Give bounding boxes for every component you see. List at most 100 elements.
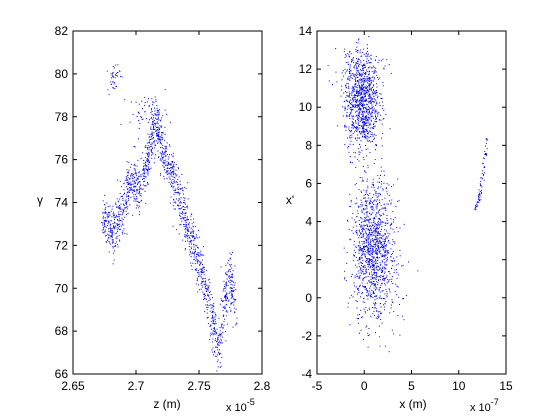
right-scatter-point: [378, 223, 379, 225]
left-scatter-point: [142, 178, 144, 179]
right-scatter-point: [370, 206, 372, 208]
right-scatter-point: [375, 237, 377, 239]
left-scatter-point: [109, 205, 111, 207]
left-scatter-point: [151, 138, 153, 140]
left-scatter-point: [219, 354, 220, 355]
right-scatter-point: [363, 213, 365, 215]
left-scatter-point: [176, 174, 178, 176]
left-scatter-point: [116, 223, 118, 224]
left-scatter-point: [168, 176, 170, 178]
right-scatter-point: [370, 233, 372, 235]
left-scatter-point: [231, 273, 233, 275]
left-scatter-point: [225, 273, 227, 275]
right-scatter-point: [379, 267, 381, 269]
left-scatter-point: [232, 291, 234, 292]
right-scatter-point: [361, 126, 363, 127]
right-scatter-point: [361, 316, 363, 318]
left-scatter-point: [104, 194, 106, 196]
right-scatter-point: [366, 241, 368, 243]
left-scatter-point: [104, 212, 106, 214]
right-scatter-point: [381, 260, 383, 262]
left-scatter-point: [207, 304, 209, 306]
left-scatter-point: [235, 308, 237, 310]
left-scatter-point: [183, 223, 185, 225]
right-scatter-point: [358, 91, 359, 93]
left-scatter-point: [145, 202, 147, 204]
right-scatter-point: [393, 257, 395, 259]
right-scatter-point: [360, 226, 362, 228]
left-scatter-point: [172, 179, 174, 180]
left-scatter-point: [147, 160, 149, 161]
left-scatter-point: [115, 86, 117, 87]
right-scatter-point: [365, 109, 367, 111]
right-scatter-point: [370, 84, 372, 86]
right-scatter-point: [387, 203, 389, 205]
left-scatter-point: [114, 82, 116, 84]
right-scatter-point: [361, 104, 363, 106]
right-scatter-point: [367, 216, 369, 218]
left-scatter-point: [161, 132, 163, 133]
left-y-tick-label: 76: [55, 153, 69, 167]
right-scatter-point: [381, 101, 383, 103]
right-scatter-point: [359, 277, 361, 279]
left-scatter-point: [160, 120, 161, 122]
left-scatter-point: [117, 231, 119, 233]
left-scatter-point: [142, 118, 144, 120]
left-scatter-point: [225, 272, 226, 274]
left-scatter-point: [119, 223, 121, 225]
right-scatter-point: [364, 288, 366, 290]
left-scatter-point: [185, 228, 187, 229]
left-y-tick-label: 66: [55, 367, 69, 381]
right-scatter-point: [362, 89, 364, 91]
right-scatter-point: [374, 303, 376, 305]
left-scatter-point: [160, 172, 162, 174]
right-scatter-point: [371, 98, 373, 100]
right-scatter-point: [371, 206, 373, 208]
left-scatter-point: [145, 146, 147, 148]
right-scatter-point: [350, 108, 352, 110]
right-scatter-point: [368, 243, 370, 245]
left-scatter-point: [132, 189, 134, 191]
right-scatter-point: [372, 98, 374, 100]
right-scatter-point: [473, 208, 475, 210]
right-scatter-point: [370, 206, 372, 208]
right-scatter-point: [384, 254, 386, 256]
right-scatter-point: [372, 257, 374, 259]
right-scatter-point: [359, 206, 361, 208]
left-scatter-point: [171, 171, 173, 173]
left-scatter-point: [136, 116, 138, 117]
left-scatter-point: [228, 276, 230, 278]
right-scatter-point: [367, 291, 369, 293]
right-scatter-point: [364, 123, 366, 125]
right-scatter-point: [355, 247, 357, 249]
right-scatter-point: [371, 97, 373, 99]
left-scatter-point: [104, 226, 106, 228]
right-scatter-point: [356, 89, 358, 91]
right-scatter-point: [363, 286, 365, 288]
left-scatter-point: [171, 154, 173, 156]
right-scatter-point: [346, 251, 348, 253]
left-scatter-point: [127, 172, 128, 174]
right-scatter-point: [365, 269, 367, 271]
left-scatter-point: [110, 83, 112, 85]
right-scatter-point: [384, 207, 386, 209]
right-scatter-point: [377, 222, 379, 224]
right-scatter-point: [383, 170, 385, 172]
right-scatter-point: [367, 335, 369, 337]
left-scatter-point: [181, 187, 183, 189]
left-scatter-point: [224, 295, 226, 297]
right-scatter-point: [379, 93, 381, 95]
left-scatter-point: [111, 234, 113, 236]
left-scatter-point: [146, 101, 148, 103]
right-scatter-point: [370, 213, 372, 215]
right-scatter-point: [375, 59, 376, 61]
left-scatter-point: [156, 134, 158, 136]
right-scatter-point: [364, 104, 365, 106]
left-scatter-point: [111, 242, 113, 244]
right-scatter-point: [369, 246, 371, 248]
left-scatter-point: [220, 340, 222, 342]
left-scatter-point: [155, 100, 157, 102]
left-scatter-point: [159, 152, 161, 154]
left-scatter-point: [111, 232, 113, 233]
right-scatter-point: [371, 67, 372, 69]
